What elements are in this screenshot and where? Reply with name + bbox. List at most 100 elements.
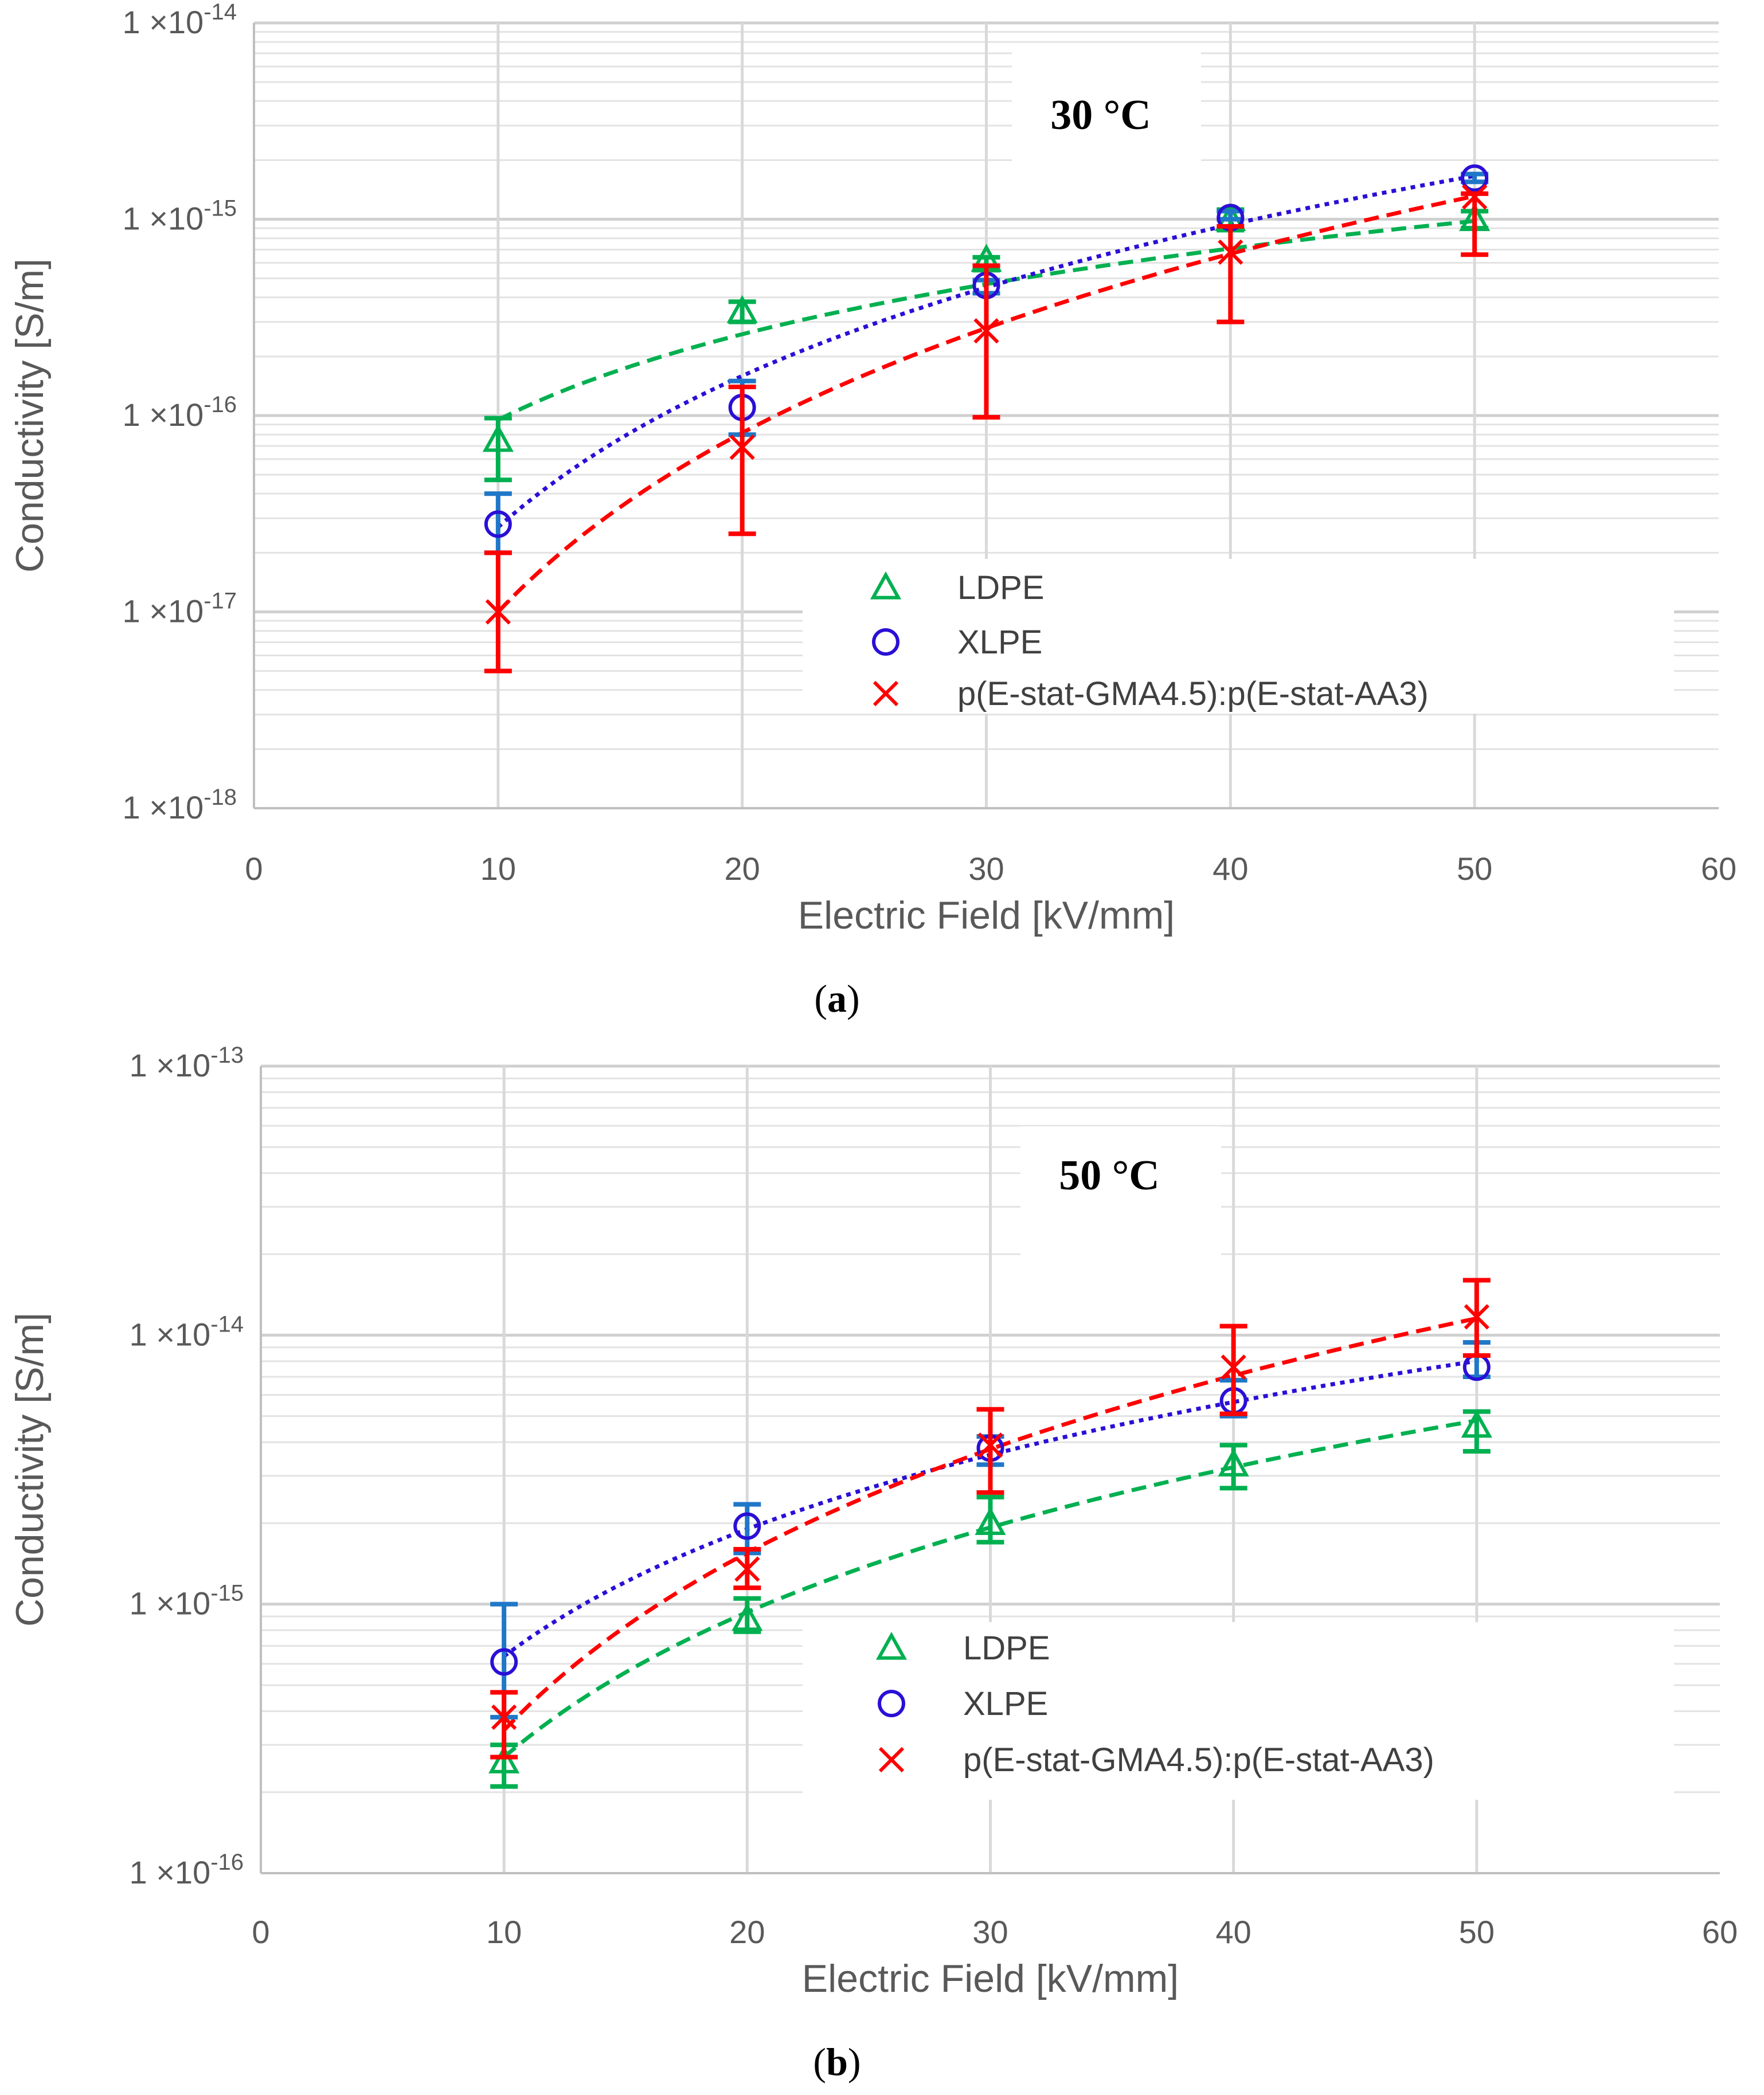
x-tick-label: 40 — [1212, 851, 1248, 887]
legend-background — [803, 559, 1674, 714]
error-bar — [490, 1690, 518, 1760]
data-point — [975, 1507, 1006, 1535]
data-point-stroke-b — [1221, 1354, 1246, 1380]
legend-label: p(E-stat-GMA4.5):p(E-stat-AA3) — [963, 1741, 1434, 1779]
tick-mantissa: 1 ×10 — [129, 1316, 210, 1352]
y-tick-label: 1 ×10-13 — [129, 1043, 244, 1083]
x-tick-label: 20 — [729, 1914, 765, 1950]
data-point — [482, 424, 514, 452]
panel-label: (b) — [813, 2040, 861, 2084]
y-tick-label: 1 ×10-16 — [129, 1850, 244, 1890]
data-point-stroke-b — [491, 1704, 517, 1730]
legend-label: LDPE — [957, 569, 1045, 606]
legend: LDPE XLPE p(E-stat-GMA4.5):p(E-stat-AA3) — [875, 1630, 1434, 1779]
x-tick-labels: 0 10 20 30 40 50 60 — [245, 851, 1736, 887]
data-point — [1461, 1409, 1492, 1438]
tick-mantissa: 1 ×10 — [129, 1854, 210, 1890]
tick-mantissa: 1 ×10 — [122, 4, 204, 40]
y-tick-label: 1 ×10-15 — [122, 196, 237, 237]
panel-label-close: ) — [847, 977, 860, 1020]
panel-label-letter: b — [826, 2040, 848, 2084]
y-tick-labels: 1 ×10-161 ×10-151 ×10-141 ×10-13 — [129, 1043, 244, 1890]
panel-label-open: ( — [814, 977, 827, 1020]
data-point — [734, 1556, 760, 1582]
tick-exponent: -13 — [210, 1043, 244, 1068]
tick-mantissa: 1 ×10 — [122, 201, 204, 237]
tick-mantissa: 1 ×10 — [122, 397, 204, 433]
x-tick-label: 60 — [1701, 851, 1736, 887]
x-axis-title: Electric Field [kV/mm] — [798, 894, 1175, 937]
series-x-2 — [490, 1278, 1491, 1760]
data-point — [485, 599, 511, 625]
tick-exponent: -15 — [204, 196, 237, 221]
tick-mantissa: 1 ×10 — [122, 593, 204, 629]
legend-marker-triangle — [875, 1631, 908, 1660]
y-tick-label: 1 ×10-18 — [122, 785, 237, 825]
tick-exponent: -16 — [204, 392, 237, 417]
temperature-annotation: 30 °C — [1050, 92, 1151, 139]
trendline-x — [502, 1316, 1477, 1732]
panel-label-close: ) — [848, 2040, 861, 2084]
data-point — [729, 434, 755, 460]
error-bar — [1461, 191, 1489, 257]
data-point — [1461, 164, 1489, 192]
panel-label-letter: a — [827, 977, 847, 1020]
tick-exponent: -16 — [210, 1850, 244, 1875]
data-point-stroke-b — [729, 434, 755, 460]
data-point — [1221, 1354, 1246, 1380]
data-point — [732, 1603, 763, 1631]
data-point-stroke-b — [973, 318, 999, 344]
legend-marker-x — [873, 680, 899, 707]
data-point — [973, 318, 999, 344]
data-point — [1464, 1304, 1489, 1330]
x-tick-label: 10 — [480, 851, 516, 887]
legend: LDPE XLPE p(E-stat-GMA4.5):p(E-stat-AA3) — [870, 569, 1429, 712]
x-tick-label: 40 — [1216, 1914, 1251, 1950]
temperature-annotation: 50 °C — [1059, 1152, 1160, 1199]
data-point-stroke-b — [734, 1556, 760, 1582]
data-point — [488, 1745, 520, 1773]
data-point-stroke-b — [977, 1432, 1003, 1458]
y-tick-label: 1 ×10-14 — [122, 0, 237, 40]
data-point-stroke-b — [1218, 239, 1243, 265]
y-tick-label: 1 ×10-14 — [129, 1311, 244, 1352]
error-bar — [972, 263, 1000, 420]
error-bar — [976, 1407, 1004, 1495]
x-tick-label: 30 — [968, 851, 1004, 887]
y-tick-label: 1 ×10-17 — [122, 589, 237, 629]
data-point-stroke-b — [485, 599, 511, 625]
data-point — [1218, 1448, 1249, 1477]
x-tick-label: 50 — [1457, 851, 1492, 887]
legend-marker-x — [878, 1747, 905, 1773]
trendline-x — [496, 194, 1475, 613]
error-bar — [728, 384, 756, 537]
annotation-background — [1020, 1126, 1221, 1264]
legend-marker-circle — [872, 628, 899, 656]
chart-panel-a: 30 °C0 10 20 30 40 50 601 ×10-181 ×10-171 ×10-… — [8, 0, 1736, 1020]
data-point — [977, 1432, 1003, 1458]
tick-exponent: -18 — [204, 785, 237, 810]
legend-marker-x-stroke-b — [878, 1747, 905, 1773]
y-tick-label: 1 ×10-15 — [129, 1581, 244, 1622]
legend-label: LDPE — [963, 1630, 1050, 1667]
chart-panel-b: 50 °C0 10 20 30 40 50 601 ×10-161 ×10-151 ×10-… — [8, 1043, 1738, 2084]
data-point — [491, 1704, 517, 1730]
tick-mantissa: 1 ×10 — [129, 1047, 210, 1083]
data-point — [726, 295, 758, 323]
x-axis-title: Electric Field [kV/mm] — [802, 1957, 1179, 2000]
data-point-stroke-b — [1462, 184, 1488, 210]
tick-exponent: -17 — [204, 589, 237, 614]
data-point — [1462, 184, 1488, 210]
tick-exponent: -14 — [210, 1311, 244, 1337]
tick-mantissa: 1 ×10 — [122, 789, 204, 825]
data-point — [1218, 239, 1243, 265]
data-point — [733, 1512, 761, 1540]
annotation-background — [1012, 52, 1201, 178]
tick-mantissa: 1 ×10 — [129, 1585, 210, 1622]
legend-marker-x-stroke-b — [873, 680, 899, 707]
legend-label: p(E-stat-GMA4.5):p(E-stat-AA3) — [957, 675, 1429, 712]
y-tick-label: 1 ×10-16 — [122, 392, 237, 433]
legend-background — [803, 1622, 1674, 1800]
y-tick-labels: 1 ×10-181 ×10-171 ×10-161 ×10-151 ×10-14 — [122, 0, 237, 825]
legend-label: XLPE — [957, 624, 1042, 661]
